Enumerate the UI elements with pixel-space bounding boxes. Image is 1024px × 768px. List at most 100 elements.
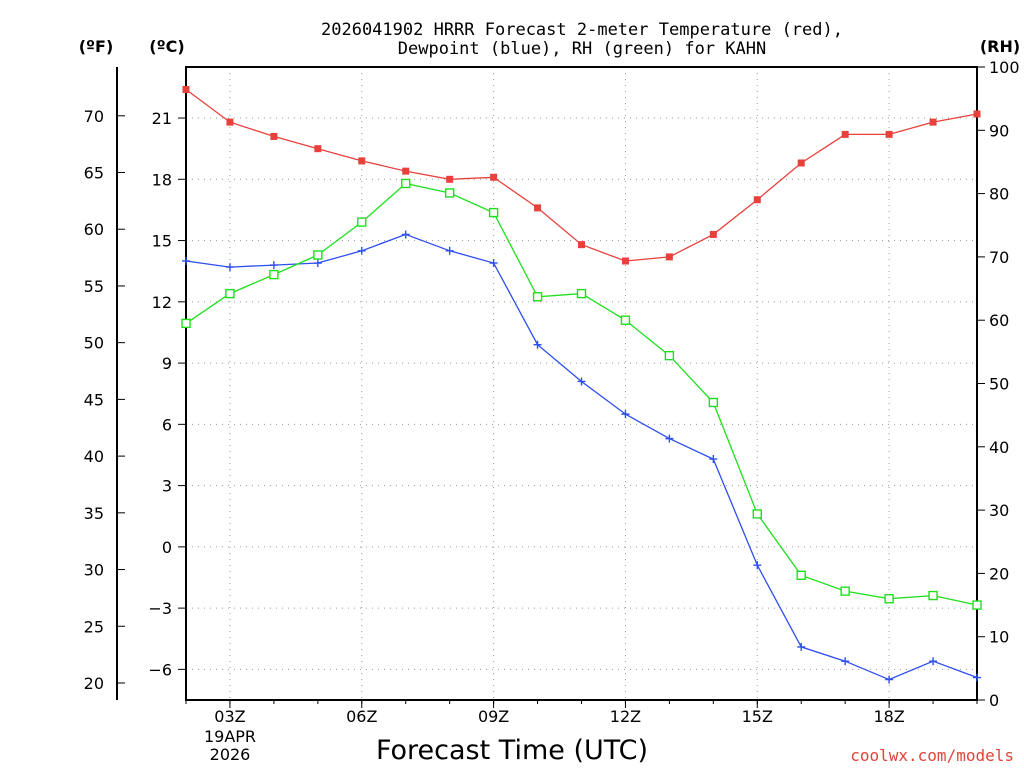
- dewpoint-point: [401, 230, 410, 239]
- dewpoint-point: [313, 259, 322, 268]
- fahrenheit-tick-label: 25: [84, 617, 104, 636]
- credit-label: coolwx.com/models: [850, 746, 1014, 765]
- date-label-year: 2026: [210, 745, 251, 764]
- dewpoint-point: [929, 657, 938, 666]
- rh-point: [401, 178, 411, 189]
- rh-point: [181, 318, 191, 329]
- temperature-point: [841, 130, 849, 138]
- fahrenheit-tick-label: 50: [84, 334, 104, 353]
- rh-point: [796, 570, 806, 580]
- temperature-point: [929, 118, 937, 126]
- chart-title-line1: 2026041902 HRRR Forecast 2-meter Tempera…: [321, 20, 843, 40]
- celsius-tick-label: 6: [162, 415, 172, 434]
- temperature-point: [358, 157, 366, 165]
- dewpoint-point: [182, 256, 190, 265]
- rh-tick-label: 10: [989, 628, 1009, 647]
- celsius-tick-label: 15: [152, 232, 172, 251]
- rh-point: [752, 509, 762, 519]
- rh-point: [532, 292, 543, 302]
- rh-tick-label: 50: [989, 375, 1009, 394]
- temperature-point: [578, 241, 585, 249]
- celsius-tick-label: 18: [152, 170, 172, 189]
- x-tick-label: 06Z: [346, 707, 377, 726]
- rh-point: [357, 217, 367, 227]
- fahrenheit-tick-label: 30: [84, 561, 104, 580]
- fahrenheit-tick-label: 40: [84, 447, 104, 466]
- rh-point: [840, 586, 850, 596]
- rh-tick-label: 70: [989, 248, 1009, 267]
- rh-point: [313, 250, 323, 260]
- rh-point: [444, 188, 455, 198]
- fahrenheit-tick-label: 65: [84, 164, 104, 183]
- temperature-point: [665, 253, 673, 261]
- temperature-point: [973, 110, 981, 118]
- fahrenheit-tick-label: 70: [84, 107, 104, 126]
- dewpoint-point: [577, 377, 586, 386]
- x-tick-label: 09Z: [478, 707, 509, 726]
- rh-tick-label: 40: [989, 438, 1009, 457]
- x-tick-label: 12Z: [610, 707, 641, 726]
- celsius-tick-label: 3: [162, 477, 172, 496]
- celsius-tick-label: −3: [148, 599, 172, 618]
- rh-tick-label: 80: [989, 185, 1009, 204]
- rh-point: [269, 269, 279, 280]
- temperature-point: [885, 130, 893, 138]
- rh-point: [664, 350, 675, 361]
- fahrenheit-unit-label: (ºF): [79, 37, 114, 56]
- rh-tick-label: 100: [989, 58, 1020, 77]
- rh-point: [708, 397, 719, 408]
- dewpoint-point: [753, 561, 762, 570]
- dewpoint-point: [489, 259, 498, 268]
- x-axis-label: Forecast Time (UTC): [376, 735, 648, 766]
- x-tick-label: 15Z: [742, 707, 773, 726]
- rh-point: [488, 207, 499, 218]
- rh-point: [620, 315, 631, 325]
- tick-labels: −6 −3 0 3 6 9 12 15 18 21 20 25 30 35 40 45 50 55 60 65 70 0 1…: [84, 58, 1020, 726]
- celsius-tick-label: 21: [152, 109, 172, 128]
- rh-point: [576, 288, 587, 299]
- temperature-point: [270, 132, 278, 140]
- dewpoint-point: [973, 673, 981, 682]
- dewpoint-point: [445, 246, 454, 255]
- fahrenheit-tick-label: 20: [84, 674, 104, 693]
- rh-point: [884, 594, 894, 604]
- rh-unit-label: (RH): [980, 37, 1020, 56]
- temperature-point: [797, 159, 805, 167]
- dewpoint-point: [665, 434, 674, 443]
- dewpoint-point: [269, 261, 278, 270]
- dewpoint-point: [841, 657, 850, 666]
- temperature-point: [490, 173, 498, 181]
- rh-point: [972, 600, 982, 610]
- temperature-point: [446, 175, 454, 183]
- dewpoint-point: [885, 675, 894, 684]
- dewpoint-point: [621, 410, 630, 419]
- temperature-point: [534, 204, 542, 212]
- rh-tick-label: 90: [989, 121, 1009, 140]
- temperature-point: [402, 167, 410, 175]
- dewpoint-point: [225, 263, 234, 272]
- axes: [116, 66, 985, 708]
- dewpoint-point: [797, 642, 806, 651]
- temperature-line: [185, 88, 978, 262]
- dewpoint-point: [533, 340, 542, 349]
- celsius-tick-label: −6: [148, 660, 172, 679]
- dewpoint-point: [709, 455, 718, 464]
- date-label-month: 19APR: [204, 727, 256, 746]
- dewpoint-point: [357, 246, 366, 255]
- rh-tick-label: 0: [989, 691, 999, 710]
- temperature-point: [314, 145, 322, 153]
- fahrenheit-tick-label: 60: [84, 220, 104, 239]
- chart-title-line2: Dewpoint (blue), RH (green) for KAHN: [398, 39, 766, 59]
- rh-tick-label: 20: [989, 564, 1009, 583]
- celsius-unit-label: (ºC): [149, 37, 184, 56]
- data-series: [181, 85, 982, 684]
- fahrenheit-tick-label: 45: [84, 390, 104, 409]
- dewpoint-line: [185, 233, 978, 681]
- celsius-tick-label: 12: [152, 293, 172, 312]
- temperature-point: [226, 118, 234, 126]
- temperature-point: [182, 85, 190, 93]
- temperature-point: [621, 257, 629, 265]
- temperature-point: [753, 196, 761, 204]
- celsius-tick-label: 9: [162, 354, 172, 373]
